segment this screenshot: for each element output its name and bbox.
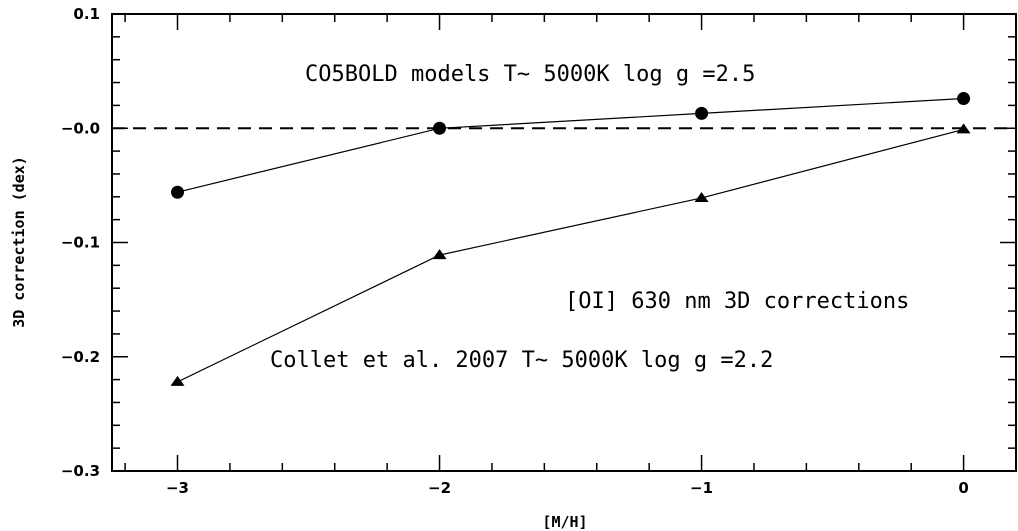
series-line-2 [177,128,964,383]
x-axis-label: [M/H] [542,513,587,531]
data-point-circle [433,121,447,135]
y-tick-label: 0.1 [73,5,100,23]
data-point-circle [171,185,185,199]
data-point-triangle [170,375,185,386]
x-tick-label: 0 [958,479,968,497]
plot-marks [112,92,1016,386]
data-point-triangle [694,191,709,202]
annotation-oi-title: [OI] 630 nm 3D corrections [565,289,909,314]
annotation-collet: Collet et al. 2007 T~ 5000K log g =2.2 [270,348,773,373]
x-tick-label: −1 [690,479,713,497]
y-tick-label: −0.1 [61,234,100,252]
data-point-circle [957,92,971,106]
y-tick-label: −0.3 [61,462,100,480]
x-tick-label: −3 [166,479,189,497]
data-point-circle [695,106,709,120]
x-tick-label: −2 [428,479,451,497]
data-point-triangle [432,249,447,260]
series-line-1 [177,97,964,193]
y-tick-label: −0.2 [61,348,100,366]
y-tick-label: −0.0 [61,119,100,137]
annotation-co5bold: CO5BOLD models T~ 5000K log g =2.5 [305,62,755,87]
data-point-triangle [956,123,971,134]
y-axis-label: 3D correction (dex) [10,156,28,328]
